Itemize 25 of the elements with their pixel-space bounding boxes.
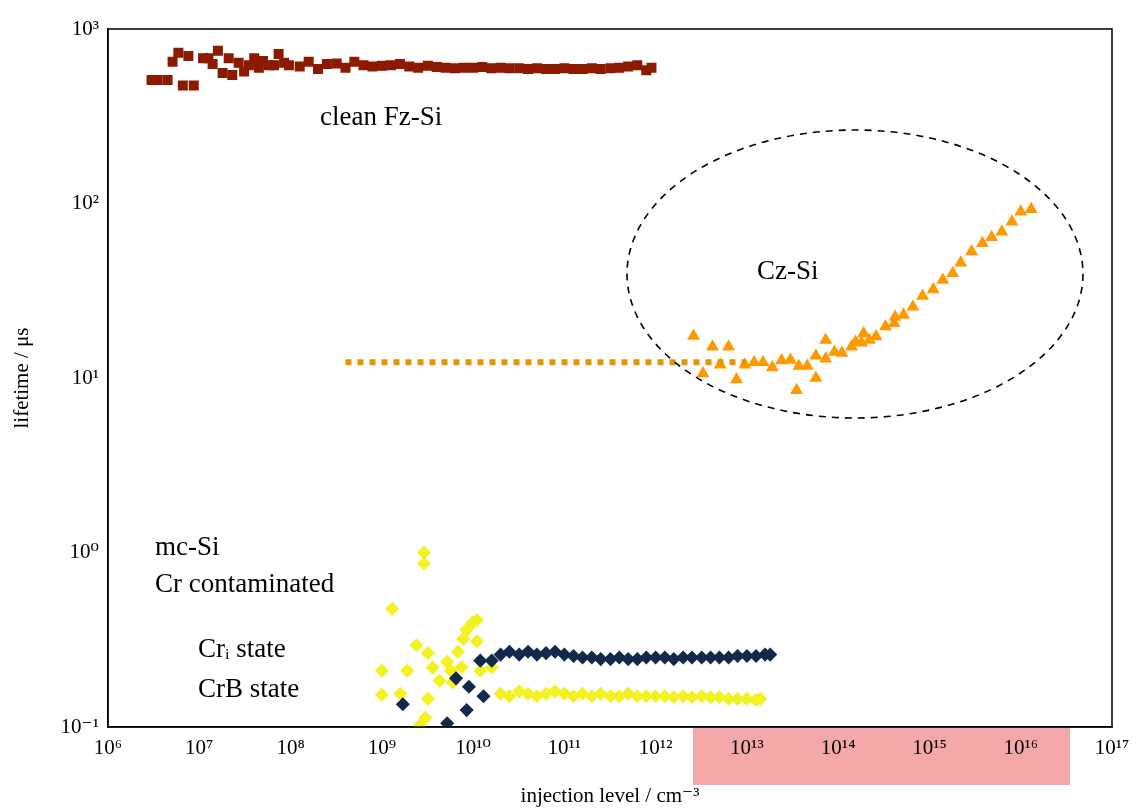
annotation: CrB state: [198, 673, 300, 704]
x-tick-label: 10¹²: [638, 735, 673, 760]
annotation: mc-Si: [155, 531, 220, 562]
y-tick-label: 10¹: [71, 364, 99, 389]
annotation: Cr contaminated: [155, 568, 335, 599]
x-tick-label: 10¹⁰: [455, 735, 491, 760]
x-tick-label: 10¹⁴: [820, 735, 856, 760]
x-tick-label: 10⁷: [185, 735, 214, 760]
annotation: Crᵢ state: [198, 633, 286, 664]
annotation: Cz-Si: [757, 255, 819, 286]
y-tick-label: 10³: [71, 15, 99, 40]
x-tick-label: 10⁹: [367, 735, 396, 760]
y-axis-title: lifetime / μs: [9, 327, 34, 429]
x-tick-label: 10¹³: [730, 735, 764, 760]
y-tick-label: 10⁰: [69, 539, 99, 564]
x-tick-label: 10⁶: [93, 735, 123, 760]
x-tick-label: 10¹⁵: [912, 735, 947, 760]
y-tick-label: 10⁻¹: [60, 713, 99, 738]
x-axis-title: injection level / cm⁻³: [520, 782, 700, 807]
x-tick-label: 10¹¹: [547, 735, 582, 760]
x-tick-label: 10¹⁶: [1003, 735, 1039, 760]
y-tick-label: 10²: [71, 190, 99, 215]
x-tick-label: 10⁸: [276, 735, 305, 760]
x-tick-label: 10¹⁷: [1094, 735, 1130, 760]
annotation: clean Fz-Si: [320, 101, 443, 132]
